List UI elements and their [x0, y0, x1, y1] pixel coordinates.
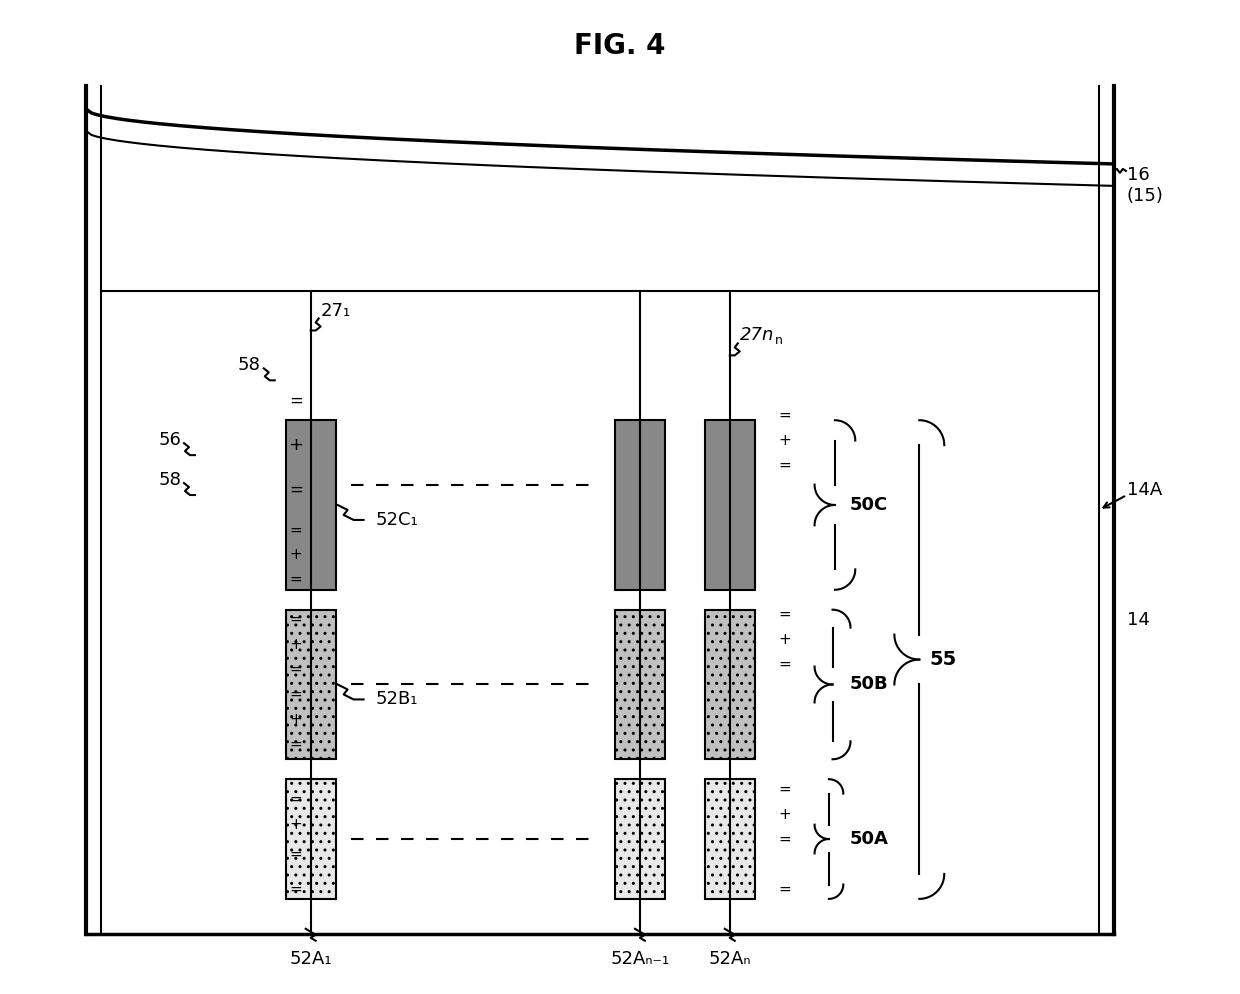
Bar: [285, 420, 336, 589]
Text: =: =: [779, 832, 791, 847]
Text: 50C: 50C: [849, 496, 888, 514]
Bar: [285, 779, 336, 899]
Bar: [704, 420, 755, 589]
Text: +: +: [288, 436, 304, 454]
Bar: [615, 609, 665, 759]
Text: =: =: [289, 392, 303, 410]
Text: =: =: [289, 573, 303, 587]
Text: =: =: [779, 607, 791, 622]
Bar: [615, 779, 665, 899]
Text: =: =: [289, 523, 303, 538]
Text: =: =: [779, 781, 791, 796]
Text: =: =: [779, 408, 791, 422]
Text: +: +: [289, 817, 303, 832]
Text: +: +: [779, 806, 791, 822]
Text: +: +: [779, 632, 791, 647]
Text: 52Aₙ₋₁: 52Aₙ₋₁: [610, 949, 670, 968]
Text: 50B: 50B: [849, 676, 888, 694]
Text: =: =: [289, 687, 303, 702]
Text: =: =: [289, 737, 303, 751]
Text: =: =: [289, 847, 303, 862]
Text: 27₁: 27₁: [321, 301, 351, 319]
Text: 14: 14: [1127, 610, 1149, 628]
Text: 55: 55: [929, 650, 956, 669]
Text: 56: 56: [159, 431, 181, 449]
Text: FIG. 4: FIG. 4: [574, 32, 666, 61]
Text: =: =: [779, 457, 791, 472]
Text: +: +: [289, 637, 303, 652]
Text: =: =: [289, 612, 303, 627]
Text: 58: 58: [238, 357, 260, 375]
Text: +: +: [289, 548, 303, 563]
Text: =: =: [289, 662, 303, 677]
Text: n: n: [775, 334, 782, 347]
Text: 52Aₙ: 52Aₙ: [708, 949, 751, 968]
Bar: [615, 420, 665, 589]
Text: 50A: 50A: [849, 830, 888, 848]
Text: +: +: [289, 712, 303, 727]
Text: =: =: [779, 882, 791, 897]
Text: =: =: [289, 882, 303, 897]
Text: =: =: [289, 791, 303, 807]
Text: 52B₁: 52B₁: [376, 691, 418, 709]
Text: 27n: 27n: [740, 326, 774, 345]
Text: 52A₁: 52A₁: [289, 949, 332, 968]
Bar: [704, 779, 755, 899]
Text: 14A: 14A: [1127, 481, 1162, 499]
Text: +: +: [779, 432, 791, 447]
Text: 16
(15): 16 (15): [1127, 166, 1163, 206]
Text: 58: 58: [159, 471, 181, 489]
Text: =: =: [289, 481, 303, 499]
Text: 52C₁: 52C₁: [376, 511, 418, 529]
Bar: [285, 609, 336, 759]
Text: =: =: [779, 657, 791, 672]
Bar: [704, 609, 755, 759]
